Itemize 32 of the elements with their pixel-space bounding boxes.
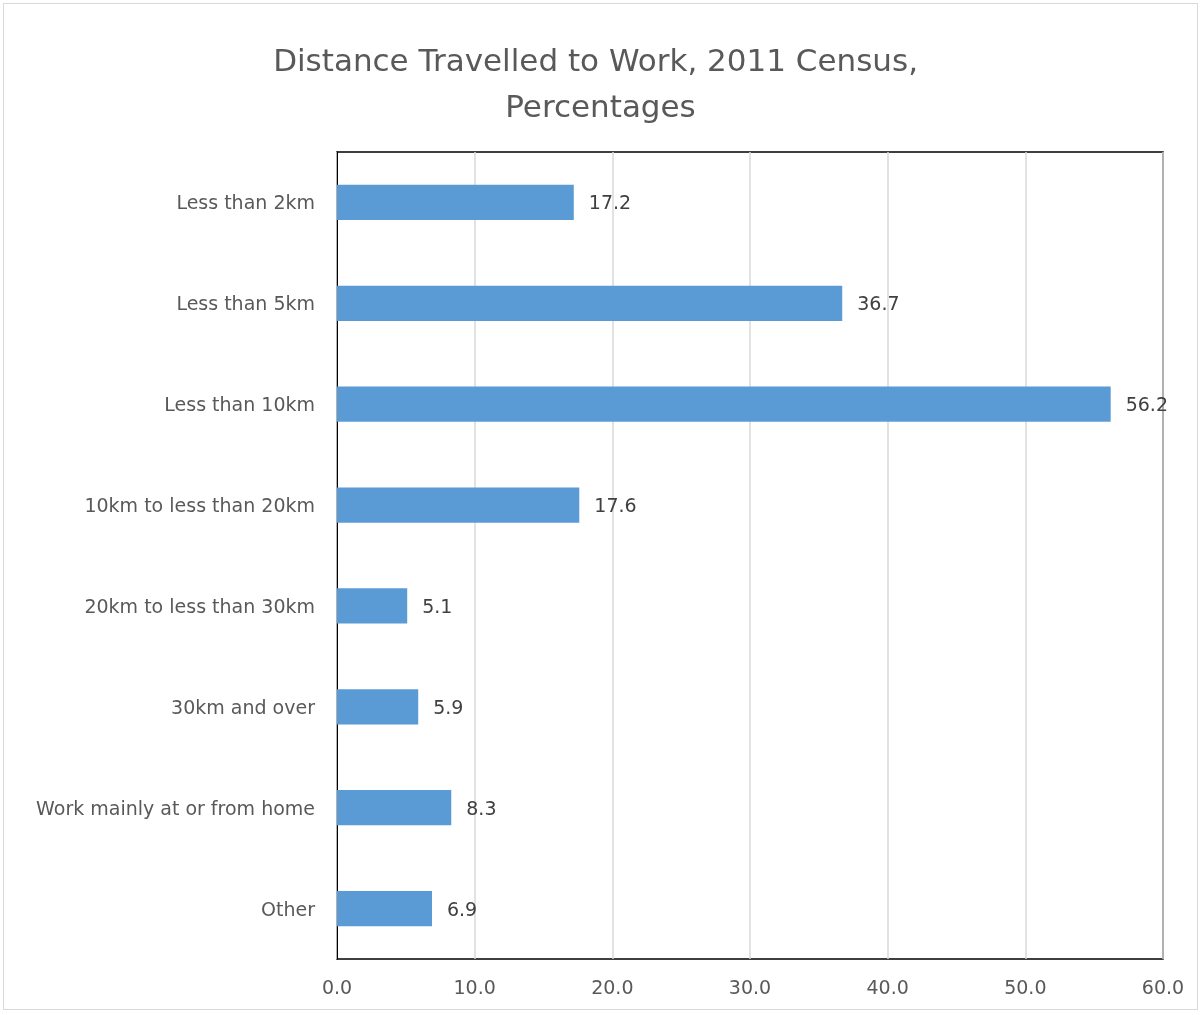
bar xyxy=(337,487,580,523)
x-tick-label: 20.0 xyxy=(591,975,634,998)
x-tick-label: 30.0 xyxy=(728,975,772,998)
y-tick-label: Less than 5km xyxy=(176,292,315,315)
y-tick-label: 30km and over xyxy=(171,695,316,718)
data-label: 36.7 xyxy=(857,292,900,315)
y-tick-label: Less than 10km xyxy=(164,393,315,416)
chart-title: Distance Travelled to Work, 2011 Census, Percentages xyxy=(273,42,928,124)
data-label: 8.3 xyxy=(466,796,497,819)
bar xyxy=(337,285,843,321)
bar xyxy=(337,890,432,927)
data-label: 5.1 xyxy=(422,594,453,617)
bar xyxy=(337,588,408,624)
bar xyxy=(337,184,574,221)
x-tick-label: 0.0 xyxy=(321,975,353,998)
y-tick-label: 10km to less than 20km xyxy=(84,494,315,517)
x-tick-label: 60.0 xyxy=(1141,975,1185,998)
data-label: 56.2 xyxy=(1125,393,1168,416)
data-label: 17.6 xyxy=(594,494,637,517)
x-tick-label: 40.0 xyxy=(866,975,909,998)
bar xyxy=(337,790,452,826)
y-tick-label: Less than 2km xyxy=(176,191,315,214)
bar xyxy=(337,386,1111,422)
x-tick-label: 50.0 xyxy=(1004,975,1047,998)
data-label: 17.2 xyxy=(588,191,632,214)
y-tick-label: Other xyxy=(261,897,316,920)
y-tick-label: Work mainly at or from home xyxy=(36,796,315,819)
data-label: 5.9 xyxy=(433,695,464,718)
data-label: 6.9 xyxy=(446,897,478,920)
bar xyxy=(337,689,419,725)
x-tick-label: 10.0 xyxy=(453,975,496,998)
y-tick-label: 20km to less than 30km xyxy=(84,594,315,617)
